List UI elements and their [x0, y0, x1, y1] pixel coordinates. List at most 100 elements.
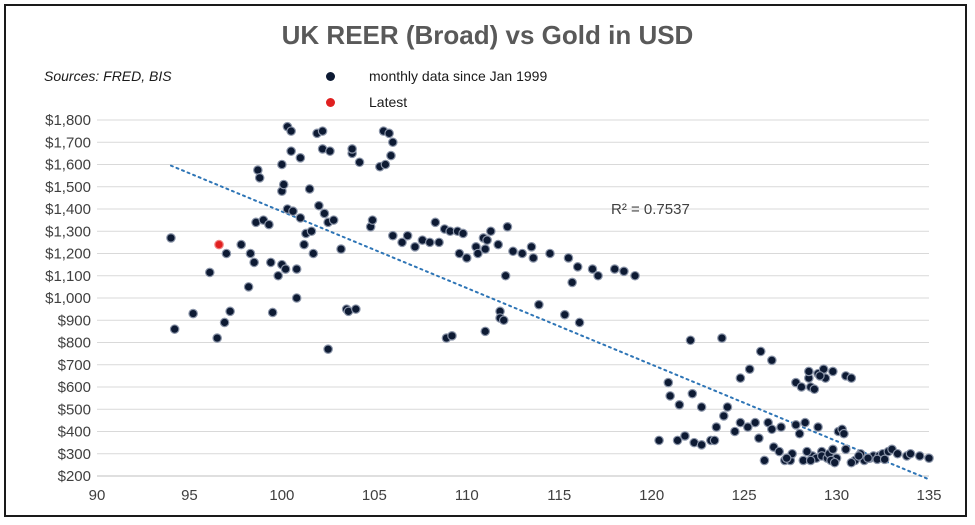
data-point	[630, 270, 640, 281]
data-point	[892, 448, 903, 459]
data-point	[508, 246, 518, 257]
data-point	[828, 366, 838, 377]
data-point	[304, 184, 315, 194]
data-point	[480, 244, 491, 254]
data-point	[828, 444, 838, 455]
x-tick-label: 130	[824, 487, 849, 504]
data-point	[486, 226, 496, 237]
x-tick-label: 125	[732, 487, 757, 504]
data-point	[447, 331, 457, 341]
y-tick-label: $500	[58, 401, 91, 418]
data-point	[685, 335, 696, 346]
chart-title: UK REER (Broad) vs Gold in USD	[281, 20, 694, 50]
data-point	[800, 417, 810, 428]
data-point	[846, 457, 857, 468]
data-point	[796, 382, 807, 392]
x-tick-label: 135	[916, 487, 941, 504]
data-point	[267, 307, 278, 318]
y-tick-label: $1,500	[45, 179, 91, 196]
data-point	[805, 455, 816, 466]
data-point	[680, 431, 690, 441]
data-point	[386, 150, 396, 161]
data-point	[735, 373, 746, 383]
data-point	[336, 244, 346, 254]
data-point	[430, 217, 441, 228]
data-point	[879, 454, 890, 465]
data-point	[791, 420, 801, 430]
y-tick-label: $900	[58, 312, 91, 329]
data-point	[325, 146, 335, 156]
data-point	[221, 248, 232, 259]
data-point	[402, 230, 413, 241]
data-point	[388, 230, 398, 241]
sources-note: Sources: FRED, BIS	[44, 68, 172, 84]
data-point	[776, 422, 786, 432]
data-point	[735, 417, 746, 428]
data-point	[846, 373, 857, 383]
data-point	[743, 422, 753, 432]
data-point	[781, 453, 792, 463]
y-tick-label: $800	[58, 335, 91, 352]
data-point	[498, 315, 509, 326]
y-tick-label: $300	[58, 446, 91, 463]
data-point	[254, 173, 265, 183]
x-tick-label: 100	[269, 487, 294, 504]
data-point	[813, 422, 823, 432]
data-point	[319, 208, 330, 219]
y-tick-label: $1,600	[45, 157, 91, 174]
data-point	[384, 128, 394, 139]
data-point	[730, 426, 740, 437]
data-point	[225, 306, 235, 317]
data-point	[458, 228, 468, 239]
data-point	[619, 266, 629, 277]
data-point	[461, 253, 472, 263]
data-point	[593, 270, 603, 281]
data-point	[905, 448, 916, 459]
data-point	[245, 248, 256, 259]
data-point	[840, 444, 851, 455]
data-point	[696, 440, 707, 450]
x-tick-label: 120	[639, 487, 664, 504]
data-point	[354, 157, 365, 168]
data-point	[674, 399, 685, 410]
data-point	[774, 446, 785, 457]
data-point	[280, 264, 291, 274]
data-point	[380, 159, 391, 170]
data-point	[829, 457, 840, 468]
data-point	[212, 333, 222, 343]
data-point	[500, 270, 511, 281]
data-point	[299, 239, 309, 250]
y-tick-label: $200	[58, 468, 91, 485]
data-point	[853, 451, 864, 461]
data-point	[572, 262, 583, 272]
data-point	[286, 146, 296, 156]
data-point	[388, 137, 398, 148]
data-point	[794, 428, 805, 439]
data-point	[718, 411, 729, 421]
data-point	[273, 270, 283, 281]
data-point	[711, 422, 722, 432]
data-point	[434, 237, 444, 248]
data-point	[308, 248, 319, 259]
data-point	[663, 377, 674, 388]
data-point	[528, 253, 539, 263]
data-point	[609, 264, 620, 274]
legend-item-latest: Latest	[326, 94, 407, 110]
x-tick-label: 105	[362, 487, 387, 504]
data-point	[219, 317, 230, 328]
data-point	[802, 446, 812, 457]
data-point	[291, 264, 302, 274]
data-point	[574, 317, 585, 328]
data-point	[924, 453, 934, 463]
data-point	[410, 242, 420, 252]
data-point	[696, 402, 707, 412]
data-point	[169, 324, 180, 334]
data-point	[317, 126, 328, 136]
data-point	[815, 371, 825, 381]
data-point	[323, 344, 333, 354]
data-point	[397, 237, 407, 248]
data-point	[563, 253, 574, 263]
data-point	[277, 159, 287, 170]
data-point	[534, 299, 544, 310]
